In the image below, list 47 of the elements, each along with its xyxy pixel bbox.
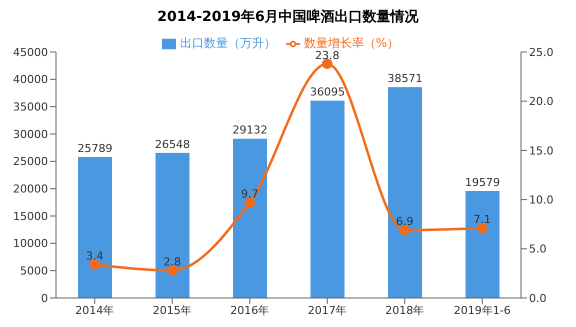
data-label: 25789 [78, 142, 112, 156]
y-tick-label: 0 [41, 292, 48, 305]
y-tick-label: 15000 [13, 210, 48, 223]
data-label: 7.1 [474, 213, 491, 226]
point [167, 265, 178, 276]
bar [156, 152, 190, 298]
y2-tick-label: 20.0 [529, 95, 554, 108]
y2-tick-label: 25.0 [529, 46, 554, 59]
y2-tick-label: 15.0 [529, 144, 554, 158]
point [322, 58, 332, 70]
bar [310, 100, 344, 298]
x-tick-label: 2018年 [385, 304, 424, 317]
legend-label: 出口数量（万升） [180, 36, 276, 50]
chart-title: 2014-2019年6月中国啤酒出口数量情况 [156, 8, 420, 27]
y2-tick-label: 5.0 [529, 242, 546, 256]
y-tick-label: 30000 [13, 128, 48, 141]
y-tick-label: 45000 [13, 46, 48, 59]
y-tick-label: 25000 [13, 155, 48, 168]
data-label: 3.4 [86, 250, 104, 263]
point [90, 259, 100, 270]
data-label: 29132 [232, 124, 268, 137]
point [477, 222, 488, 234]
data-label: 36095 [310, 86, 345, 99]
x-tick-label: 2017年 [308, 304, 347, 317]
bar [78, 157, 112, 298]
y2-tick-label: 0.0 [529, 292, 546, 305]
data-label: 6.9 [396, 215, 414, 228]
y-tick-label: 10000 [13, 237, 48, 250]
x-tick-label: 2015年 [152, 304, 192, 317]
point [400, 224, 410, 236]
x-tick-label: 2016年 [230, 304, 270, 317]
legend-label: 数量增长率（%） [304, 36, 400, 50]
y2-tick-label: 10.0 [529, 194, 554, 207]
x-tick-label: 2019年1-6 [454, 304, 511, 317]
data-label: 19579 [465, 176, 500, 189]
data-label: 23.8 [315, 48, 340, 62]
y-tick-label: 35000 [13, 100, 48, 114]
y-tick-label: 5000 [20, 264, 48, 278]
x-tick-label: 2014年 [75, 304, 114, 317]
bar [466, 190, 500, 298]
bar [388, 87, 422, 298]
data-label: 26548 [155, 138, 190, 151]
data-label: 38571 [388, 72, 422, 86]
data-label: 2.8 [164, 255, 181, 268]
bar [233, 138, 267, 298]
y-tick-label: 40000 [13, 73, 48, 86]
y-tick-label: 20000 [13, 182, 48, 196]
